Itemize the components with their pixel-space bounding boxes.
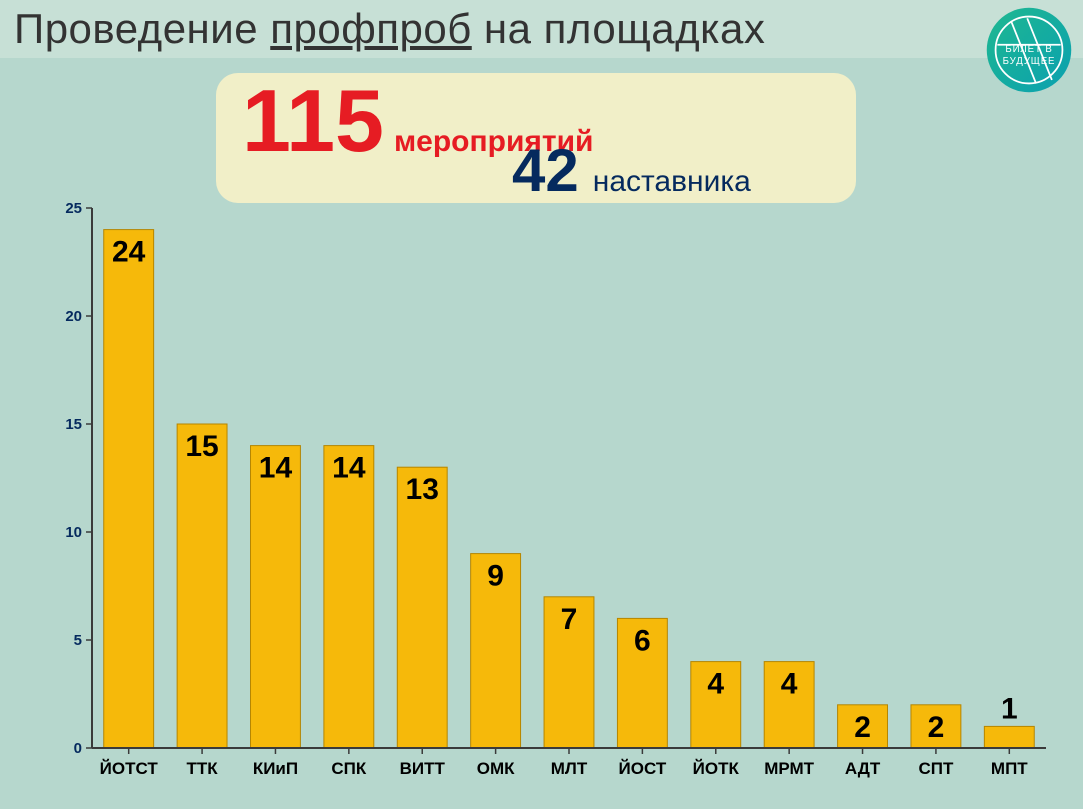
bar: 2 <box>911 705 961 748</box>
category-label: ЙОСТ <box>619 759 667 778</box>
bar-value: 15 <box>185 430 218 463</box>
title-underlined: профпроб <box>270 5 472 52</box>
bar: 14 <box>251 446 301 748</box>
category-label: АДТ <box>845 759 881 778</box>
category-label: ОМК <box>477 759 515 778</box>
bar-value: 14 <box>259 452 293 485</box>
logo-line2: БУДУЩЕЕ <box>1003 56 1056 67</box>
bar-value: 1 <box>1001 692 1018 725</box>
logo-badge: БИЛЕТ В БУДУЩЕЕ <box>985 6 1073 94</box>
svg-text:10: 10 <box>65 524 82 541</box>
bar-chart: 051015202524ЙОТСТ15ТТК14КИиП14СПК13ВИТТ9… <box>36 200 1056 790</box>
slide-root: Проведение профпроб на площадках БИЛЕТ В… <box>0 0 1083 809</box>
header-bar: Проведение профпроб на площадках <box>0 0 1083 58</box>
mentors-label: наставника <box>593 165 751 199</box>
bar-value: 2 <box>928 711 945 744</box>
events-count: 115 <box>242 77 384 165</box>
category-label: ЙОТСТ <box>100 759 159 778</box>
title-prefix: Проведение <box>14 5 270 52</box>
category-label: КИиП <box>253 759 298 778</box>
svg-text:0: 0 <box>74 740 82 757</box>
title-suffix: на площадках <box>472 5 766 52</box>
page-title: Проведение профпроб на площадках <box>14 5 765 53</box>
category-label: ВИТТ <box>400 759 446 778</box>
summary-callout: 115 мероприятий 42 наставника <box>216 73 856 203</box>
bar: 9 <box>471 554 521 748</box>
bar-chart-svg: 051015202524ЙОТСТ15ТТК14КИиП14СПК13ВИТТ9… <box>36 200 1056 790</box>
svg-text:25: 25 <box>65 200 82 217</box>
category-label: ТТК <box>186 759 218 778</box>
bar: 6 <box>617 618 667 748</box>
callout-row-mentors: 42 наставника <box>512 141 830 201</box>
bar: 15 <box>177 424 227 748</box>
category-label: МПТ <box>991 759 1028 778</box>
bar-value: 4 <box>781 668 798 701</box>
category-label: МЛТ <box>551 759 588 778</box>
bar-value: 9 <box>487 560 504 593</box>
bar: 2 <box>838 705 888 748</box>
bar-value: 6 <box>634 624 651 657</box>
bar: 4 <box>764 662 814 748</box>
bar-value: 7 <box>561 603 578 636</box>
bar: 1 <box>984 692 1034 748</box>
bar-value: 24 <box>112 236 146 269</box>
bar: 13 <box>397 467 447 748</box>
bar-value: 2 <box>854 711 871 744</box>
category-label: СПК <box>331 759 366 778</box>
bar-value: 4 <box>707 668 724 701</box>
svg-text:5: 5 <box>74 632 82 649</box>
bar: 14 <box>324 446 374 748</box>
category-label: МРМТ <box>764 759 814 778</box>
bar: 7 <box>544 597 594 748</box>
bar: 4 <box>691 662 741 748</box>
svg-text:20: 20 <box>65 308 82 325</box>
bar-value: 13 <box>406 473 439 506</box>
bilet-logo-icon: БИЛЕТ В БУДУЩЕЕ <box>985 6 1073 94</box>
bar: 24 <box>104 230 154 748</box>
mentors-count: 42 <box>512 141 579 201</box>
svg-text:15: 15 <box>65 416 82 433</box>
bar-value: 14 <box>332 452 366 485</box>
category-label: ЙОТК <box>693 759 740 778</box>
category-label: СПТ <box>918 759 953 778</box>
logo-line1: БИЛЕТ В <box>1005 44 1052 55</box>
